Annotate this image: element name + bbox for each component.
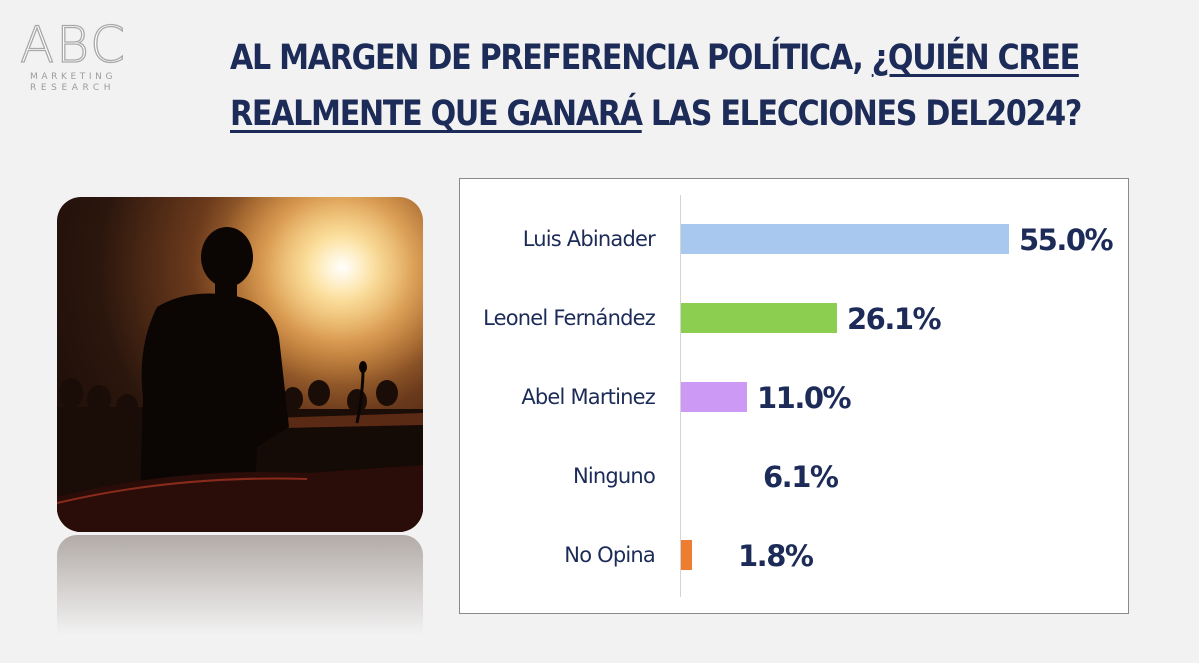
- title-line-2: REALMENTE QUE GANARÁ LAS ELECCIONES DEL2…: [230, 86, 1082, 142]
- logo-letters: ABC: [19, 15, 127, 74]
- bar-ninguno: [681, 461, 717, 491]
- title-line-1-underlined: ¿QUIÉN CREE: [871, 38, 1080, 78]
- speaker-silhouette-image: [57, 197, 423, 532]
- speaker-photo: [57, 197, 423, 532]
- bar-chart: Luis Abinader 55.0% Leonel Fernández 26.1% A…: [459, 178, 1129, 614]
- category-label-luis-abinader: Luis Abinader: [522, 227, 656, 251]
- bar-leonel-fernandez: [681, 303, 837, 333]
- value-label-no-opina: 1.8%: [738, 539, 814, 573]
- bar-no-opina: [681, 540, 692, 570]
- value-label-ninguno: 6.1%: [763, 460, 839, 494]
- photo-reflection: [57, 535, 423, 635]
- value-label-abel-martinez: 11.0%: [757, 381, 852, 415]
- category-label-no-opina: No Opina: [564, 543, 656, 567]
- title-line-2-underlined: REALMENTE QUE GANARÁ: [230, 94, 643, 134]
- bar-abel-martinez: [681, 382, 747, 412]
- bar-luis-abinader: [681, 224, 1009, 254]
- value-label-luis-abinader: 55.0%: [1019, 223, 1114, 257]
- title-line-1-plain: AL MARGEN DE PREFERENCIA POLÍTICA,: [230, 38, 872, 78]
- page-title: AL MARGEN DE PREFERENCIA POLÍTICA, ¿QUIÉ…: [230, 30, 1160, 142]
- category-label-ninguno: Ninguno: [572, 464, 656, 488]
- category-label-leonel-fernandez: Leonel Fernández: [483, 306, 656, 330]
- category-label-abel-martinez: Abel Martinez: [521, 385, 655, 409]
- chart-axis-line: [680, 195, 681, 597]
- company-logo: ABC MARKETING RESEARCH: [18, 15, 148, 98]
- title-line-2-plain: LAS ELECCIONES DEL2024?: [641, 94, 1082, 134]
- logo-line-research: RESEARCH: [30, 83, 116, 93]
- logo-line-marketing: MARKETING: [30, 72, 117, 82]
- title-line-1: AL MARGEN DE PREFERENCIA POLÍTICA, ¿QUIÉ…: [230, 30, 1080, 86]
- value-label-leonel-fernandez: 26.1%: [847, 302, 942, 336]
